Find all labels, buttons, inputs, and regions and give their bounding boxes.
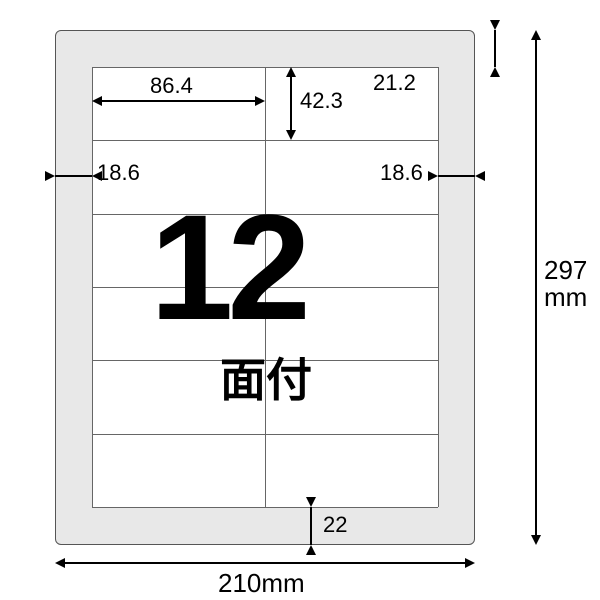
arrowhead-icon [531,535,541,545]
label-count-number: 12 [150,200,305,335]
dim-sheet-width: 210mm [218,568,305,599]
grid-line [438,67,439,507]
arrowhead-icon [92,96,102,106]
dim-label-height-line [290,75,292,132]
dim-bottom-margin: 22 [323,512,347,538]
dim-right-margin: 18.6 [380,160,423,186]
dim-label-width: 86.4 [150,73,193,99]
arrowhead-icon [286,130,296,140]
arrowhead-icon [531,30,541,40]
arrowhead-icon [306,545,316,555]
grid-line [92,67,93,507]
arrowhead-icon [255,96,265,106]
label-count-suffix: 面付 [220,344,312,410]
arrowhead-icon [490,20,500,30]
grid-line [92,507,438,508]
arrowhead-icon [45,171,55,181]
arrowhead-icon [306,497,316,507]
dim-sheet-width-line [63,562,467,564]
arrowhead-icon [490,67,500,77]
dim-bottom-margin-line [310,507,312,545]
dim-label-width-line [100,100,257,102]
dim-label-height: 42.3 [300,88,343,114]
diagram-stage: 12 面付 86.4 42.3 21.2 18.6 18.6 22 210mm … [0,0,600,600]
arrowhead-icon [286,67,296,77]
arrowhead-icon [55,558,65,568]
arrowhead-icon [475,171,485,181]
dim-left-margin: 18.6 [97,160,140,186]
arrowhead-icon [428,171,438,181]
dim-sheet-height-unit: mm [544,282,587,313]
dim-top-margin-line [494,30,496,67]
dim-sheet-height-line [535,38,537,537]
arrowhead-icon [465,558,475,568]
dim-right-margin-line [438,175,475,177]
dim-top-margin: 21.2 [373,70,416,96]
dim-left-margin-line [55,175,92,177]
